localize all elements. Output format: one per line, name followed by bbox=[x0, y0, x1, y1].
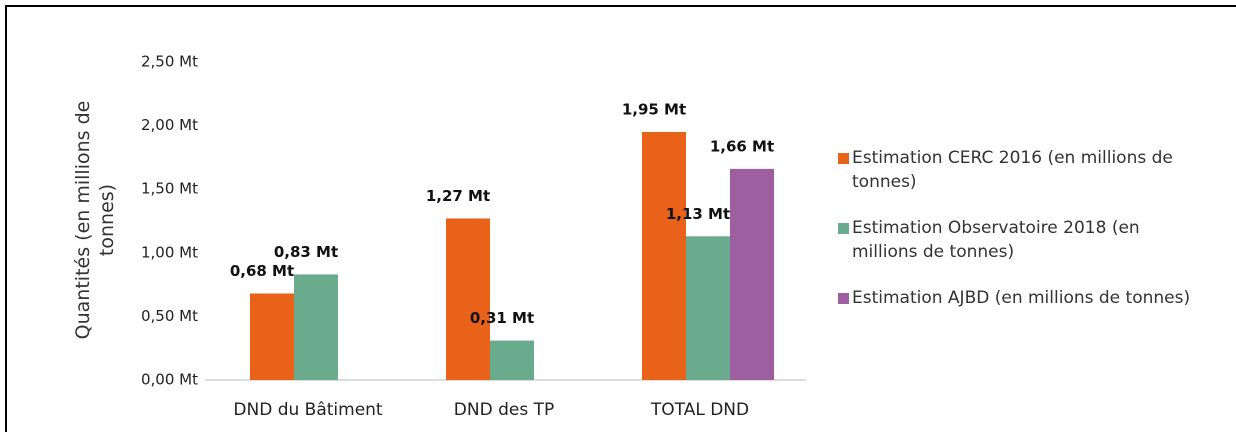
legend: Estimation CERC 2016 (en millions de ton… bbox=[838, 146, 1198, 356]
data-label: 0,68 Mt bbox=[230, 262, 294, 280]
y-axis-label: Quantités (en millions de tonnes) bbox=[72, 100, 118, 340]
y-tick-label: 1,00 Mt bbox=[141, 243, 198, 261]
legend-label: Estimation Observatoire 2018 (en million… bbox=[852, 218, 1140, 262]
data-label: 0,31 Mt bbox=[470, 309, 534, 327]
y-tick-label: 0,00 Mt bbox=[141, 371, 198, 389]
legend-label: Estimation CERC 2016 (en millions de ton… bbox=[852, 148, 1173, 192]
data-label: 1,13 Mt bbox=[666, 205, 730, 223]
legend-swatch bbox=[838, 293, 849, 304]
legend-item: Estimation Observatoire 2018 (en million… bbox=[838, 216, 1198, 286]
x-tick-label: DND des TP bbox=[454, 400, 554, 420]
bar bbox=[294, 274, 338, 380]
y-tick-label: 2,50 Mt bbox=[141, 53, 198, 71]
y-tick-label: 2,00 Mt bbox=[141, 116, 198, 134]
legend-label: Estimation AJBD (en millions de tonnes) bbox=[852, 288, 1191, 308]
legend-item: Estimation CERC 2016 (en millions de ton… bbox=[838, 146, 1198, 216]
data-label: 1,27 Mt bbox=[426, 187, 490, 205]
y-tick-label: 0,50 Mt bbox=[141, 307, 198, 325]
data-label: 1,95 Mt bbox=[622, 100, 686, 118]
bar bbox=[446, 218, 490, 380]
data-label: 0,83 Mt bbox=[274, 243, 338, 261]
legend-swatch bbox=[838, 223, 849, 234]
frame bbox=[5, 5, 1236, 432]
x-tick-label: DND du Bâtiment bbox=[233, 400, 383, 420]
data-label: 1,66 Mt bbox=[710, 137, 774, 155]
legend-item: Estimation AJBD (en millions de tonnes) bbox=[838, 286, 1198, 356]
legend-swatch bbox=[838, 153, 849, 164]
bar bbox=[686, 236, 730, 380]
bar bbox=[250, 293, 294, 380]
bar bbox=[730, 168, 774, 380]
y-tick-label: 1,50 Mt bbox=[141, 180, 198, 198]
bar bbox=[490, 340, 534, 380]
x-tick-label: TOTAL DND bbox=[650, 400, 749, 420]
bar bbox=[642, 131, 686, 380]
